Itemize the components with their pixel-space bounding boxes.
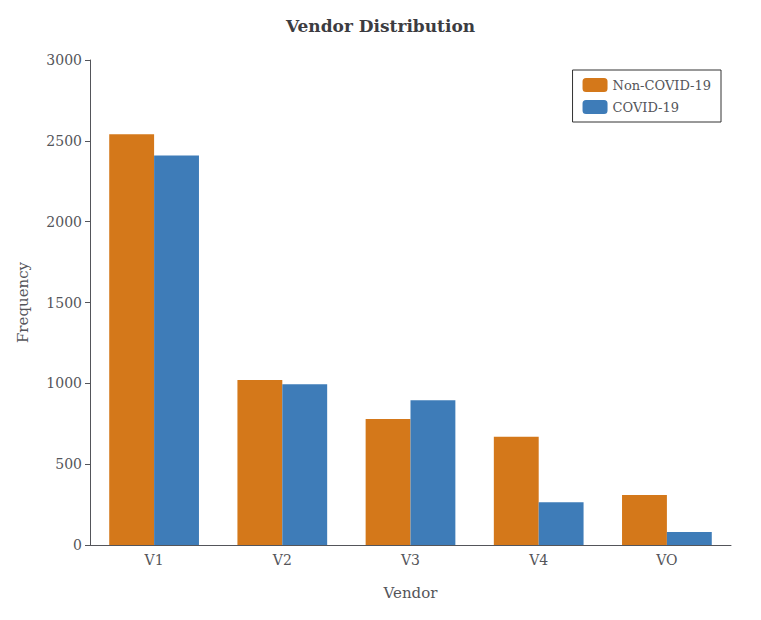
svg-text:1500: 1500: [46, 295, 82, 311]
svg-text:Non-COVID-19: Non-COVID-19: [613, 78, 711, 93]
svg-text:V3: V3: [400, 552, 420, 568]
svg-text:2500: 2500: [46, 133, 82, 149]
svg-text:V2: V2: [272, 552, 292, 568]
svg-text:3000: 3000: [46, 52, 82, 68]
svg-text:COVID-19: COVID-19: [613, 100, 680, 115]
svg-text:500: 500: [55, 456, 82, 472]
svg-text:Vendor Distribution: Vendor Distribution: [285, 16, 475, 36]
svg-text:Vendor: Vendor: [383, 584, 439, 602]
svg-text:VO: VO: [655, 552, 677, 568]
svg-text:V1: V1: [144, 552, 164, 568]
svg-text:0: 0: [73, 537, 82, 553]
svg-text:V4: V4: [528, 552, 548, 568]
svg-text:1000: 1000: [46, 375, 82, 391]
svg-text:Frequency: Frequency: [14, 261, 32, 343]
svg-text:2000: 2000: [46, 214, 82, 230]
